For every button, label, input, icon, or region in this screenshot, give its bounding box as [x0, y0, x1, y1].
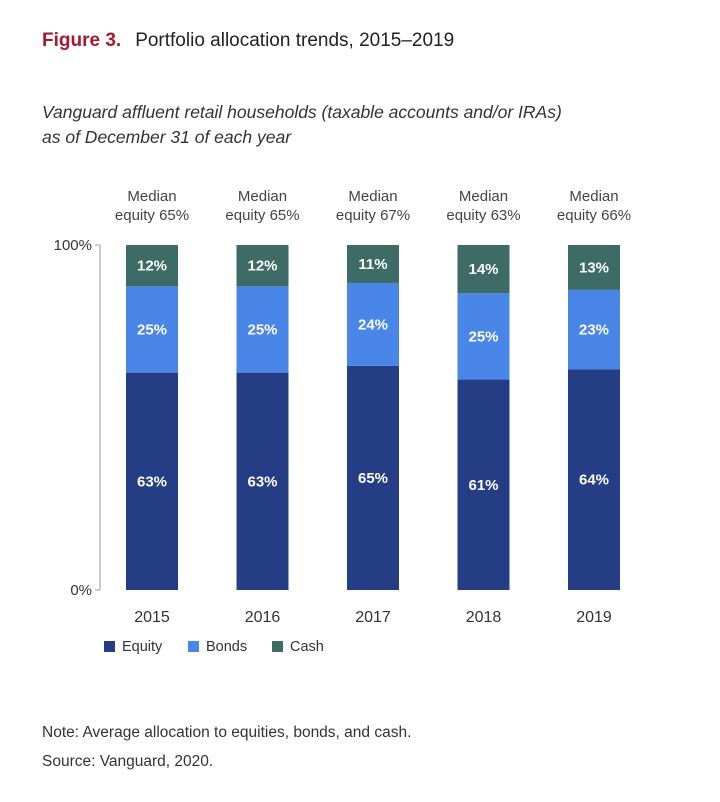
bar-bonds-2018: [457, 293, 510, 380]
legend-label-cash: Cash: [290, 639, 324, 655]
median-label-2015-line1: Median: [127, 188, 176, 205]
bar-bonds-2016: [236, 286, 289, 373]
median-label-2019-line1: Median: [569, 188, 618, 205]
median-label-2015-line2: equity 65%: [115, 207, 189, 224]
data-label-bonds-2019: 23%: [579, 322, 609, 339]
bar-cash-2018: [457, 245, 510, 294]
median-label-2017-line2: equity 67%: [336, 207, 410, 224]
data-label-bonds-2015: 25%: [137, 322, 167, 339]
median-label-2016-line2: equity 65%: [225, 207, 299, 224]
bar-equity-2019: [568, 369, 620, 590]
median-label-2018-line1: Median: [459, 188, 508, 205]
y-tick-label-100: 100%: [54, 237, 92, 254]
legend-label-equity: Equity: [122, 639, 163, 655]
data-label-cash-2016: 12%: [247, 258, 277, 275]
x-tick-label-2019: 2019: [576, 609, 612, 626]
x-tick-label-2016: 2016: [245, 609, 281, 626]
figure-title-text: Portfolio allocation trends, 2015–2019: [135, 30, 455, 51]
footnotes: Note: Average allocation to equities, bo…: [42, 718, 411, 776]
data-label-cash-2017: 11%: [358, 256, 387, 273]
data-label-cash-2019: 13%: [579, 259, 609, 276]
note-text: Note: Average allocation to equities, bo…: [42, 724, 412, 741]
median-label-2017-line1: Median: [348, 188, 397, 205]
data-label-bonds-2018: 25%: [468, 328, 498, 345]
data-label-equity-2016: 63%: [247, 473, 277, 490]
bar-cash-2019: [568, 245, 620, 290]
x-tick-label-2018: 2018: [466, 609, 502, 626]
subtitle-line-1: Vanguard affluent retail households (tax…: [42, 102, 562, 122]
bar-cash-2017: [347, 245, 399, 283]
legend-swatch-equity: [104, 641, 115, 652]
median-label-2019-line2: equity 66%: [557, 207, 631, 224]
data-label-cash-2015: 12%: [137, 258, 167, 275]
x-tick-label-2015: 2015: [134, 609, 170, 626]
data-label-equity-2017: 65%: [358, 470, 388, 487]
legend-label-bonds: Bonds: [206, 639, 247, 655]
bar-bonds-2017: [347, 282, 399, 366]
figure-title: Figure 3. Portfolio allocation trends, 20…: [42, 30, 454, 52]
median-label-2018-line2: equity 63%: [446, 207, 520, 224]
x-tick-label-2017: 2017: [355, 609, 391, 626]
data-label-bonds-2017: 24%: [358, 316, 388, 333]
y-tick-label-0: 0%: [70, 582, 92, 599]
bar-cash-2016: [236, 245, 289, 287]
stacked-bar-chart: 100% 0% 63% 25% 12% 2015 Median equity 65% 63% 25…: [54, 188, 631, 655]
figure-label: Figure 3.: [42, 30, 122, 51]
bar-equity-2017: [347, 365, 399, 590]
chart-subtitle: Vanguard affluent retail households (tax…: [42, 100, 682, 150]
median-label-2016-line1: Median: [238, 188, 287, 205]
bar-bonds-2015: [126, 286, 178, 373]
legend-swatch-bonds: [188, 641, 199, 652]
data-label-cash-2018: 14%: [468, 261, 498, 278]
bar-bonds-2019: [568, 289, 620, 370]
data-label-equity-2019: 64%: [579, 472, 609, 489]
bar-equity-2015: [126, 372, 178, 590]
legend-swatch-cash: [272, 641, 283, 652]
subtitle-line-2: as of December 31 of each year: [42, 127, 292, 147]
source-text: Source: Vanguard, 2020.: [42, 753, 214, 770]
bar-equity-2018: [457, 379, 510, 590]
bar-equity-2016: [236, 372, 289, 590]
data-label-bonds-2016: 25%: [247, 322, 277, 339]
bar-cash-2015: [126, 245, 178, 287]
data-label-equity-2018: 61%: [468, 477, 498, 494]
data-label-equity-2015: 63%: [137, 473, 167, 490]
